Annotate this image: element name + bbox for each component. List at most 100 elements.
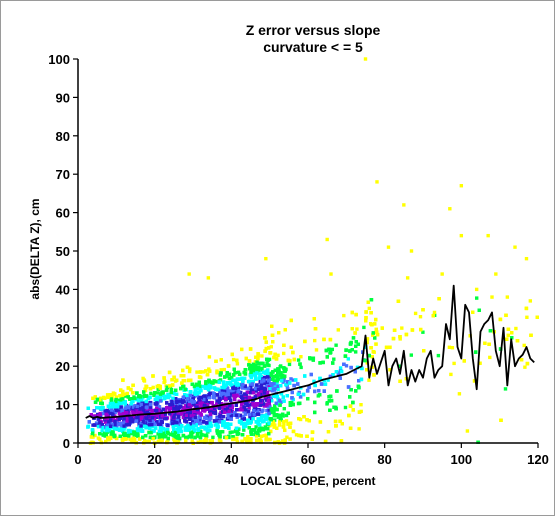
- density-point: [260, 354, 264, 358]
- density-point: [248, 391, 253, 395]
- density-point: [311, 358, 315, 362]
- density-point: [488, 329, 493, 333]
- density-point: [275, 375, 279, 379]
- density-point: [347, 413, 351, 418]
- density-point: [297, 417, 301, 421]
- density-point: [392, 328, 397, 332]
- density-point: [138, 394, 142, 398]
- density-point: [404, 332, 409, 337]
- density-point: [313, 338, 317, 343]
- density-point: [334, 407, 338, 411]
- density-point: [326, 378, 330, 382]
- density-point: [212, 392, 216, 396]
- density-point: [365, 368, 369, 372]
- density-point: [133, 396, 137, 400]
- density-point: [230, 383, 234, 388]
- density-point: [163, 379, 167, 383]
- density-point: [174, 397, 178, 401]
- density-point: [348, 395, 352, 399]
- density-point: [109, 431, 113, 435]
- density-point: [140, 429, 144, 433]
- density-point: [301, 392, 306, 397]
- density-point: [125, 411, 129, 415]
- density-point: [277, 369, 281, 373]
- density-point: [93, 400, 98, 404]
- density-point: [291, 402, 295, 407]
- density-point: [252, 412, 256, 417]
- density-point: [141, 435, 145, 440]
- density-point: [284, 413, 289, 418]
- density-point: [266, 405, 271, 409]
- density-point: [474, 350, 478, 354]
- density-point: [269, 397, 273, 401]
- density-point: [241, 379, 245, 383]
- density-point: [294, 433, 299, 437]
- density-point: [487, 342, 491, 346]
- density-point: [276, 384, 280, 388]
- density-point: [215, 427, 219, 431]
- density-point: [318, 376, 322, 381]
- density-point: [122, 412, 126, 416]
- density-point: [174, 407, 179, 412]
- density-point: [110, 404, 115, 408]
- density-point: [204, 369, 208, 373]
- density-point: [201, 370, 205, 374]
- density-point: [413, 311, 418, 316]
- density-point: [107, 420, 111, 424]
- density-point: [217, 380, 221, 384]
- density-point: [155, 420, 159, 424]
- density-point: [90, 428, 95, 432]
- density-point: [227, 395, 231, 400]
- density-point: [210, 401, 214, 405]
- density-point: [86, 406, 90, 410]
- density-point: [260, 366, 264, 371]
- density-point: [307, 385, 311, 389]
- density-point: [506, 333, 510, 338]
- density-point: [273, 368, 278, 372]
- density-point: [354, 340, 358, 344]
- density-point: [165, 401, 169, 405]
- density-point: [198, 370, 203, 374]
- density-point: [350, 310, 354, 315]
- density-point: [313, 383, 317, 388]
- density-point: [174, 404, 178, 408]
- density-point: [164, 409, 168, 413]
- density-point: [181, 433, 186, 438]
- density-point: [194, 382, 199, 387]
- density-point: [195, 418, 200, 423]
- density-point: [174, 388, 178, 392]
- density-point: [259, 386, 264, 391]
- density-point: [124, 415, 129, 419]
- density-point: [134, 409, 138, 413]
- density-point: [396, 299, 401, 303]
- density-point: [156, 391, 160, 395]
- density-point: [157, 435, 161, 439]
- density-point: [191, 419, 195, 423]
- density-point: [123, 403, 127, 407]
- density-point: [299, 365, 303, 370]
- density-point: [305, 418, 309, 422]
- density-point: [229, 413, 233, 418]
- density-point: [178, 399, 182, 403]
- density-point: [145, 407, 149, 412]
- density-point: [114, 399, 118, 404]
- density-point: [267, 357, 272, 362]
- density-point: [172, 392, 176, 396]
- density-point: [515, 339, 520, 343]
- density-point: [288, 437, 292, 441]
- density-point: [269, 407, 274, 411]
- density-point: [106, 413, 110, 418]
- density-point: [168, 384, 172, 388]
- density-point: [227, 434, 231, 438]
- density-point: [371, 350, 375, 354]
- density-point: [131, 439, 135, 443]
- density-point: [273, 394, 277, 398]
- density-point: [230, 430, 234, 434]
- density-point: [224, 392, 228, 397]
- density-point: [221, 410, 225, 414]
- density-point: [192, 410, 196, 414]
- density-point: [214, 379, 218, 384]
- density-point: [185, 365, 190, 369]
- density-point: [218, 373, 223, 377]
- density-point: [247, 406, 251, 410]
